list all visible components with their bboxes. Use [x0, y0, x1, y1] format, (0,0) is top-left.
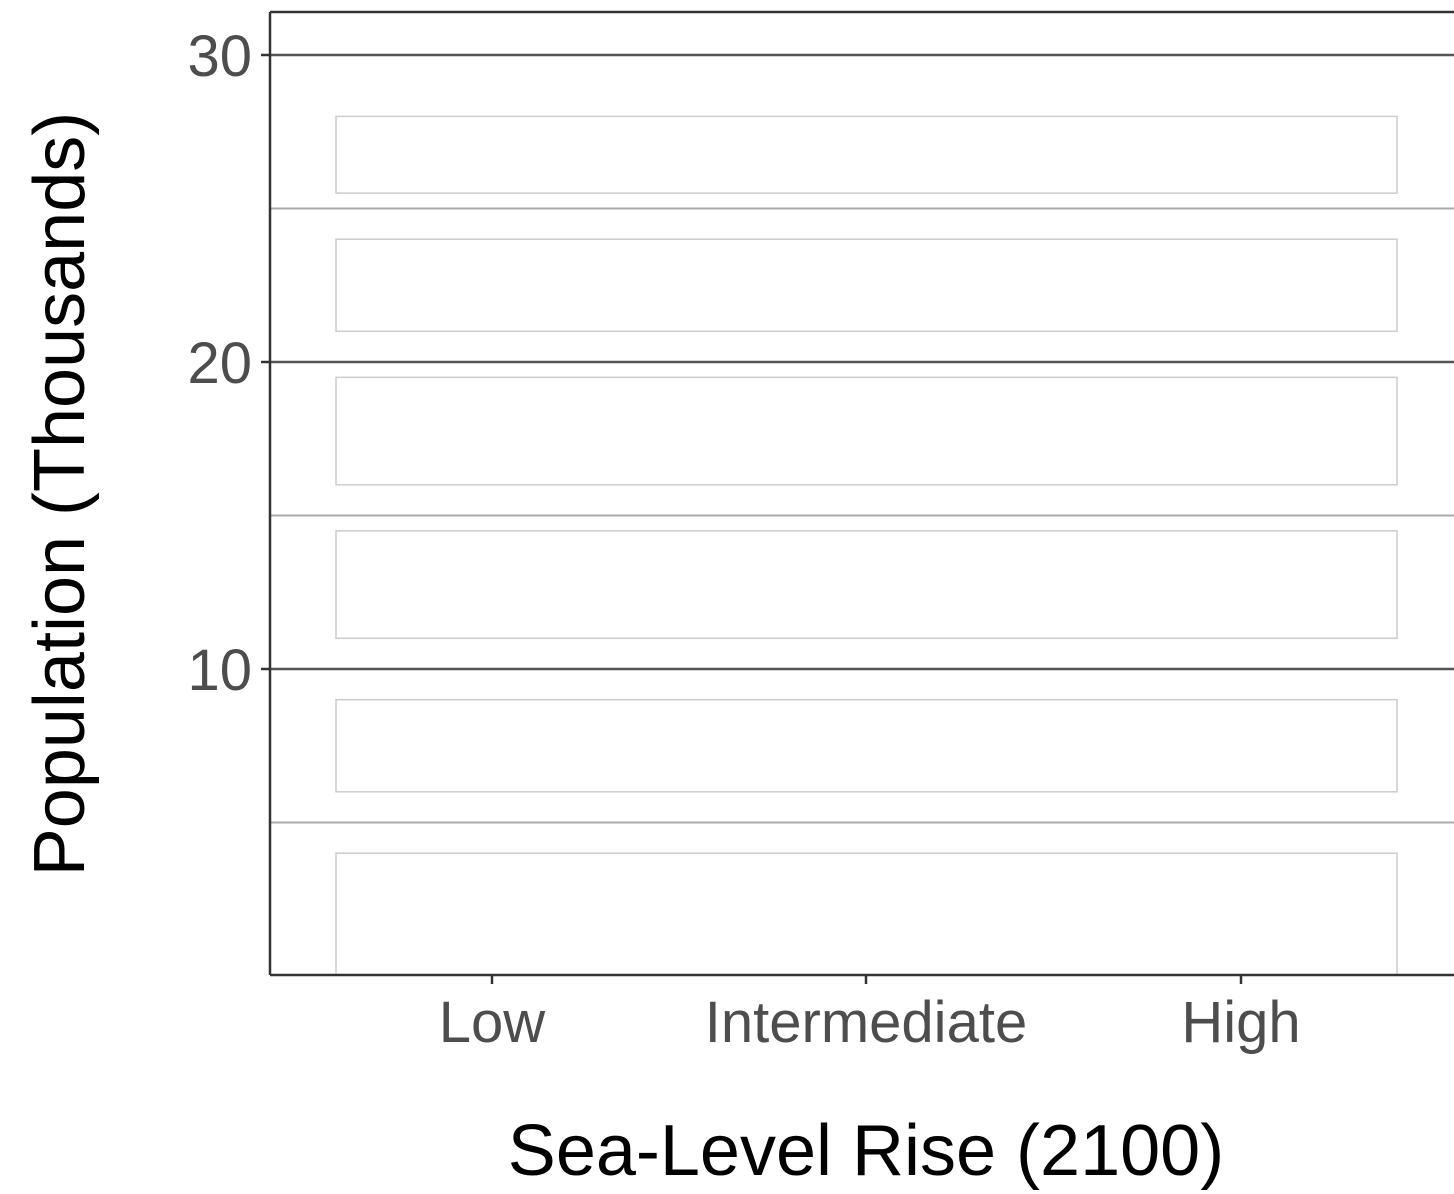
grid-lines: [270, 53, 1454, 824]
y-axis-title: Population (Thousands): [20, 112, 100, 876]
chart-panel: [335, 115, 1398, 194]
chart-panel: [335, 852, 1398, 976]
chart-panel: [335, 698, 1398, 793]
chart-panel: [335, 376, 1398, 486]
chart-panel: [335, 530, 1398, 640]
y-tick-label: 10: [187, 638, 252, 703]
y-tick-label: 20: [187, 331, 252, 396]
x-tick-label: High: [1181, 990, 1300, 1055]
x-tick-label: Low: [439, 990, 547, 1055]
chart-panels: [335, 115, 1398, 976]
x-axis-ticks: Low Intermediate High: [439, 975, 1301, 1055]
x-axis-title: Sea-Level Rise (2100): [508, 1111, 1224, 1191]
chart-panel: [335, 238, 1398, 333]
y-axis-ticks: 10 20 30: [187, 24, 270, 703]
axes: [268, 10, 1454, 977]
x-tick-label: Intermediate: [705, 990, 1027, 1055]
y-tick-label: 30: [187, 24, 252, 89]
